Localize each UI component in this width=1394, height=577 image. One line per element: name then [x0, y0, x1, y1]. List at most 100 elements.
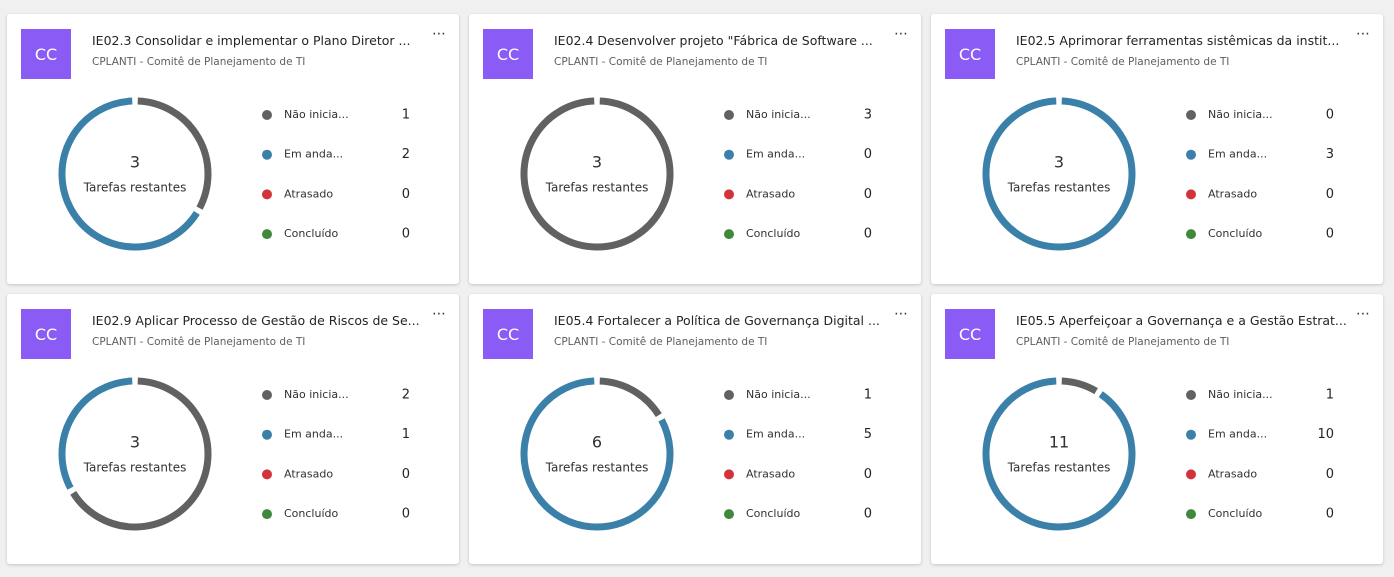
card-title[interactable]: IE02.4 Desenvolver projeto "Fábrica de S…: [554, 33, 873, 48]
legend-dot: [1186, 189, 1196, 200]
legend-label: Concluído: [746, 507, 800, 520]
remaining-count: 6: [592, 433, 602, 452]
card-title[interactable]: IE02.3 Consolidar e implementar o Plano …: [92, 33, 411, 48]
legend-dot: [262, 229, 272, 240]
remaining-count: 3: [130, 433, 140, 452]
legend-count: 1: [864, 388, 872, 403]
legend-dot: [262, 189, 272, 200]
more-menu[interactable]: ⋯: [1356, 26, 1371, 42]
legend-dot: [724, 110, 734, 120]
remaining-count: 3: [592, 153, 602, 172]
legend-dot: [1186, 509, 1196, 520]
remaining-count: 3: [130, 153, 140, 172]
card-title[interactable]: IE02.5 Aprimorar ferramentas sistêmicas …: [1016, 33, 1340, 48]
legend-dot: [262, 469, 272, 480]
card-subtitle: CPLANTI - Comitê de Planejamento de TI: [92, 336, 306, 348]
avatar: CC: [21, 309, 71, 359]
legend-dot: [724, 390, 734, 400]
more-menu[interactable]: ⋯: [432, 26, 447, 42]
plan-card[interactable]: CC IE02.4 Desenvolver projeto "Fábrica de…: [469, 14, 921, 284]
avatar: CC: [483, 309, 533, 359]
remaining-count: 3: [1054, 153, 1064, 172]
legend-count: 1: [402, 108, 410, 123]
legend-dot: [262, 149, 272, 160]
legend-count: 1: [402, 427, 410, 442]
legend-label: Atrasado: [746, 467, 795, 480]
legend-dot: [262, 390, 272, 400]
remaining-label: Tarefas restantes: [545, 461, 649, 475]
legend-count: 0: [864, 227, 872, 242]
legend-count: 0: [1326, 108, 1334, 123]
card-subtitle: CPLANTI - Comitê de Planejamento de TI: [554, 56, 768, 68]
card-title[interactable]: IE05.5 Aperfeiçoar a Governança e a Gest…: [1016, 313, 1347, 328]
avatar: CC: [945, 29, 995, 79]
more-menu[interactable]: ⋯: [894, 306, 909, 322]
legend-count: 0: [864, 507, 872, 522]
avatar: CC: [21, 29, 71, 79]
legend-label: Não inicia...: [284, 388, 349, 401]
legend-label: Concluído: [746, 227, 800, 240]
donut-chart: 6 Tarefas restantes Não inicia... 1 Em anda.…: [520, 377, 872, 531]
donut-segment: [137, 97, 212, 210]
legend-label: Atrasado: [284, 187, 333, 200]
legend-dot: [1186, 110, 1196, 120]
avatar: CC: [483, 29, 533, 79]
plan-card[interactable]: CC IE02.9 Aplicar Processo de Gestão de R…: [7, 294, 459, 564]
legend-count: 10: [1317, 427, 1334, 442]
card-subtitle: CPLANTI - Comitê de Planejamento de TI: [554, 336, 768, 348]
legend-dot: [724, 469, 734, 480]
card-subtitle: CPLANTI - Comitê de Planejamento de TI: [1016, 336, 1230, 348]
plan-card[interactable]: CC IE05.4 Fortalecer a Política de Govern…: [469, 294, 921, 564]
donut-segment: [70, 377, 212, 531]
legend-label: Não inicia...: [1208, 388, 1273, 401]
legend-label: Em anda...: [284, 428, 343, 441]
card-title[interactable]: IE02.9 Aplicar Processo de Gestão de Ris…: [92, 313, 420, 328]
card-title[interactable]: IE05.4 Fortalecer a Política de Governan…: [554, 313, 880, 328]
plan-card[interactable]: CC IE02.5 Aprimorar ferramentas sistêmica…: [931, 14, 1383, 284]
legend-dot: [1186, 469, 1196, 480]
donut-segment: [982, 97, 1136, 251]
legend-label: Atrasado: [1208, 467, 1257, 480]
donut-segment: [1061, 377, 1098, 395]
legend-label: Em anda...: [746, 148, 805, 161]
legend-label: Em anda...: [746, 428, 805, 441]
legend-dot: [724, 229, 734, 240]
legend-count: 0: [402, 507, 410, 522]
legend-label: Em anda...: [1208, 428, 1267, 441]
legend-label: Em anda...: [1208, 148, 1267, 161]
donut-segment: [58, 377, 133, 490]
legend-dot: [724, 189, 734, 200]
legend-count: 3: [1326, 147, 1334, 162]
legend-count: 0: [402, 467, 410, 482]
legend-label: Não inicia...: [746, 388, 811, 401]
legend-label: Não inicia...: [284, 108, 349, 121]
legend-count: 0: [1326, 227, 1334, 242]
legend-label: Concluído: [1208, 507, 1262, 520]
donut-chart: 3 Tarefas restantes Não inicia... 2 Em anda.…: [58, 377, 410, 531]
more-menu[interactable]: ⋯: [432, 306, 447, 322]
donut-chart: 11 Tarefas restantes Não inicia... 1 Em anda…: [982, 377, 1334, 531]
legend-label: Concluído: [284, 227, 338, 240]
more-menu[interactable]: ⋯: [1356, 306, 1371, 322]
donut-segment: [58, 97, 200, 251]
legend-label: Concluído: [1208, 227, 1262, 240]
legend-dot: [1186, 390, 1196, 400]
donut-segment: [520, 377, 674, 531]
legend-label: Atrasado: [284, 467, 333, 480]
legend-count: 0: [864, 187, 872, 202]
plan-card[interactable]: CC IE02.3 Consolidar e implementar o Plan…: [7, 14, 459, 284]
legend-count: 1: [1326, 388, 1334, 403]
legend-dot: [724, 149, 734, 160]
plan-card[interactable]: CC IE05.5 Aperfeiçoar a Governança e a Ge…: [931, 294, 1383, 564]
more-menu[interactable]: ⋯: [894, 26, 909, 42]
donut-segment: [982, 377, 1136, 531]
donut-chart: 3 Tarefas restantes Não inicia... 3 Em anda.…: [520, 97, 872, 251]
donut-chart: 3 Tarefas restantes Não inicia... 0 Em anda.…: [982, 97, 1334, 251]
legend-count: 0: [402, 187, 410, 202]
legend-dot: [1186, 149, 1196, 160]
remaining-label: Tarefas restantes: [83, 461, 187, 475]
legend-dot: [1186, 229, 1196, 240]
donut-segment: [599, 377, 662, 418]
legend-count: 0: [864, 147, 872, 162]
legend-count: 2: [402, 147, 410, 162]
